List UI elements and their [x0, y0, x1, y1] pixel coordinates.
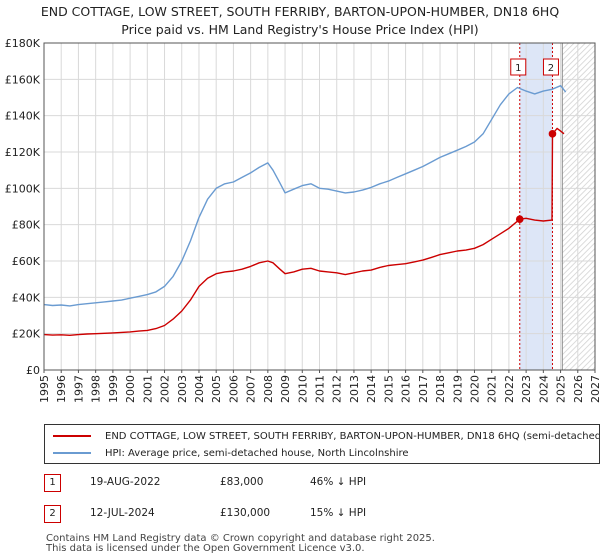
x-tick-label: 2014 [365, 375, 378, 403]
legend-entry-sale: END COTTAGE, LOW STREET, SOUTH FERRIBY, … [53, 428, 600, 444]
sale-period-shading [519, 43, 553, 370]
x-tick-label: 2007 [245, 375, 258, 403]
transaction-hpi: 15% ↓ HPI [310, 507, 367, 519]
y-tick-label: £80K [12, 219, 41, 232]
transaction-row: 1 19-AUG-2022 £83,000 46% ↓ HPI [44, 474, 584, 494]
legend-swatch-sale [53, 435, 91, 437]
y-tick-label: £20K [12, 328, 41, 341]
x-tick-label: 2003 [176, 375, 189, 403]
y-tick-label: £60K [12, 255, 41, 268]
x-tick-label: 2006 [227, 375, 240, 403]
x-tick-label: 2008 [262, 375, 275, 403]
x-tick-label: 2000 [124, 375, 137, 403]
x-tick-label: 2018 [434, 375, 447, 403]
marker-badge-label: 2 [548, 63, 554, 74]
chart-title-line1: END COTTAGE, LOW STREET, SOUTH FERRIBY, … [40, 4, 560, 19]
x-tick-label: 2016 [400, 375, 413, 403]
chart-title: END COTTAGE, LOW STREET, SOUTH FERRIBY, … [0, 3, 600, 39]
transaction-price: £83,000 [220, 476, 264, 488]
x-tick-label: 2020 [468, 375, 481, 403]
marker-badge-label: 1 [515, 63, 521, 74]
y-tick-label: £140K [5, 110, 41, 123]
series-line-sale [43, 127, 565, 336]
x-tick-label: 2025 [555, 375, 568, 403]
transaction-hpi: 46% ↓ HPI [310, 476, 367, 488]
x-tick-label: 2024 [537, 375, 550, 403]
x-tick-label: 2009 [279, 375, 292, 403]
marker-badge-box [542, 58, 559, 76]
legend-entry-hpi: HPI: Average price, semi-detached house,… [53, 445, 409, 461]
price-chart: 1 2 £0 £20K £40K £60K £80K £100K £120K £140K £160K… [5, 37, 600, 403]
x-tick-label: 2002 [159, 375, 172, 403]
legend: END COTTAGE, LOW STREET, SOUTH FERRIBY, … [44, 424, 600, 464]
marker-badge: 2 [542, 58, 559, 76]
legend-swatch-hpi [53, 452, 91, 454]
y-tick-label: £100K [5, 182, 41, 195]
x-tick-label: 2019 [451, 375, 464, 403]
x-tick-label: 1999 [107, 375, 120, 403]
x-tick-label: 2023 [520, 375, 533, 403]
x-tick-label: 2005 [210, 375, 223, 403]
x-tick-label: 2012 [331, 375, 344, 403]
y-tick-label: £40K [12, 291, 41, 304]
marker-badge-box [510, 58, 527, 76]
footer-copyright: Contains HM Land Registry data © Crown c… [46, 533, 435, 544]
transaction-badge: 1 [44, 474, 61, 492]
x-tick-label: 2027 [589, 375, 600, 403]
marker-badge: 1 [510, 58, 527, 76]
footer: Contains HM Land Registry data © Crown c… [46, 534, 435, 554]
x-tick-label: 1996 [55, 375, 68, 403]
x-tick-label: 2015 [382, 375, 395, 403]
series-line-hpi [43, 85, 567, 307]
transaction-price: £130,000 [220, 507, 271, 519]
x-tick-label: 2004 [193, 375, 206, 403]
chart-title-line2: Price paid vs. HM Land Registry's House … [121, 22, 479, 37]
transaction-badge: 2 [44, 505, 61, 523]
x-tick-label: 2001 [141, 375, 154, 403]
x-tick-label: 2022 [503, 375, 516, 403]
x-tick-label: 2017 [417, 375, 430, 403]
x-tick-label: 1995 [38, 375, 51, 403]
transaction-row: 2 12-JUL-2024 £130,000 15% ↓ HPI [44, 505, 584, 525]
y-tick-label: £180K [5, 37, 41, 50]
x-tick-label: 2026 [572, 375, 585, 403]
x-tick-label: 2013 [348, 375, 361, 403]
x-tick-label: 1998 [90, 375, 103, 403]
legend-label-hpi: HPI: Average price, semi-detached house,… [105, 447, 409, 459]
x-tick-label: 2021 [486, 375, 499, 403]
transaction-date: 12-JUL-2024 [90, 507, 155, 519]
y-tick-label: £120K [5, 146, 41, 159]
forecast-hatch [562, 43, 595, 370]
footer-license: This data is licensed under the Open Gov… [46, 543, 365, 554]
legend-label-sale: END COTTAGE, LOW STREET, SOUTH FERRIBY, … [105, 430, 600, 442]
sale-point [515, 215, 524, 224]
x-tick-label: 2011 [314, 375, 327, 403]
y-tick-label: £160K [5, 73, 41, 86]
transaction-date: 19-AUG-2022 [90, 476, 161, 488]
x-tick-label: 1997 [72, 375, 85, 403]
y-tick-label: £0 [26, 364, 40, 377]
sale-point [548, 130, 557, 138]
x-tick-label: 2010 [296, 375, 309, 403]
